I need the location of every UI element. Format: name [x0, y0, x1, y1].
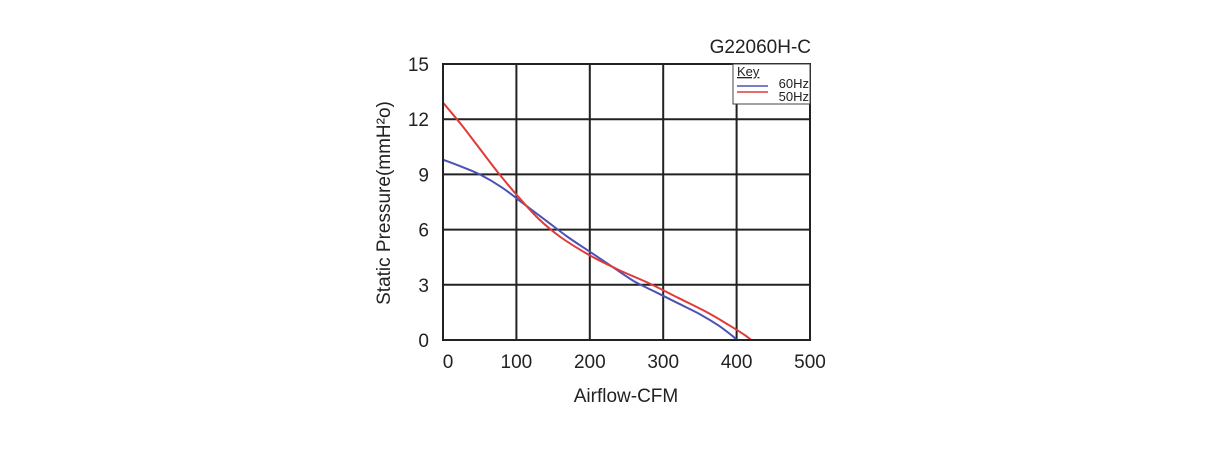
x-tick-label: 500: [794, 352, 826, 373]
y-tick-label: 3: [418, 276, 429, 297]
legend: Key 60Hz 50Hz: [732, 63, 811, 105]
legend-label-50hz: 50Hz: [779, 89, 809, 104]
x-tick-label: 400: [721, 352, 753, 373]
y-tick-label: 15: [408, 55, 429, 76]
grid: [442, 63, 811, 341]
x-axis-label: Airflow-CFM: [574, 386, 679, 407]
plot-area-frame: [442, 63, 811, 341]
x-tick-label: 200: [574, 352, 606, 373]
series-line-50hz: [442, 101, 752, 341]
series-lines: [442, 101, 752, 341]
x-tick-label: 300: [647, 352, 679, 373]
legend-label-60hz: 60Hz: [779, 76, 809, 91]
series-line-60hz: [442, 158, 738, 341]
chart-title: G22060H-C: [710, 37, 811, 58]
legend-title: Key: [737, 64, 760, 79]
x-tick-label: 0: [443, 352, 454, 373]
legend-box: [732, 63, 811, 105]
y-tick-label: 0: [418, 331, 429, 352]
y-axis-label: Static Pressure(mmH²o): [374, 101, 395, 305]
y-tick-labels: 0 3 6 9 12 15: [408, 55, 429, 352]
y-tick-label: 12: [408, 110, 429, 131]
y-tick-label: 6: [418, 221, 429, 242]
x-tick-label: 100: [501, 352, 533, 373]
x-tick-labels: 0 100 200 300 400 500: [443, 352, 826, 373]
y-tick-label: 9: [418, 165, 429, 186]
